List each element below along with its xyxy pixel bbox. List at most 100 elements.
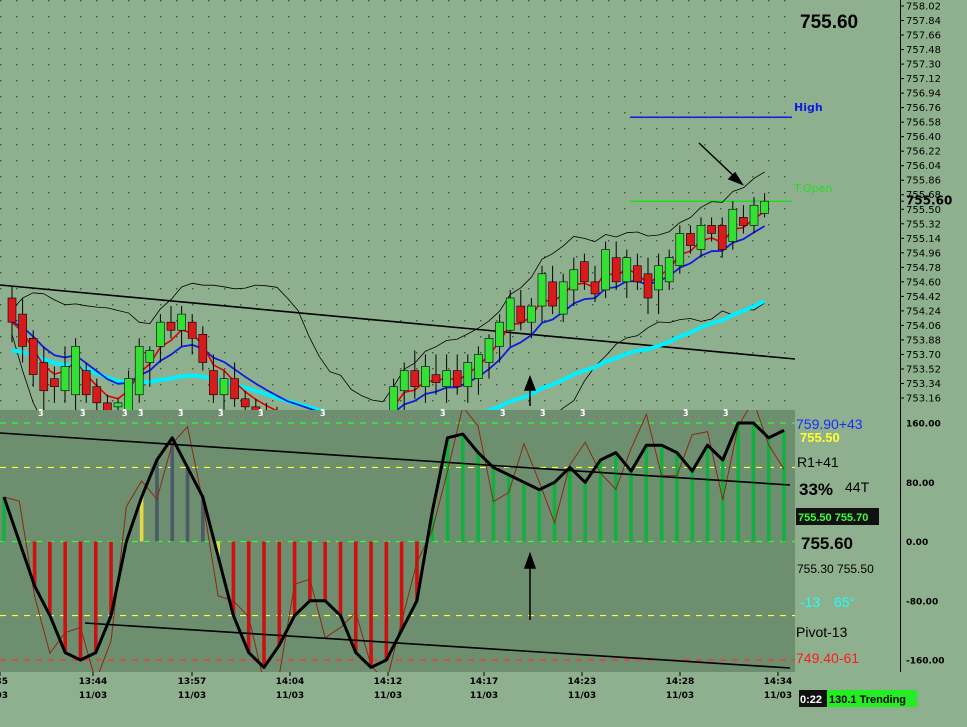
- candle-down: [103, 402, 112, 410]
- candle-up: [760, 200, 769, 214]
- cci-histogram-bar: [445, 437, 450, 542]
- bar-count-marker: 3: [540, 409, 546, 418]
- date-tick-label: 11/03: [79, 691, 107, 701]
- candle-up: [145, 350, 155, 363]
- status-time-box: [799, 690, 827, 707]
- candle-down: [39, 362, 49, 392]
- cci-histogram-bar: [629, 471, 633, 542]
- bar-count-marker: 3: [500, 409, 506, 418]
- last-price-header: 755.60: [800, 12, 858, 33]
- candle-down: [50, 378, 59, 388]
- price-tick-label: 756.58: [906, 118, 941, 129]
- price-tick-label: 753.16: [906, 394, 941, 405]
- candle-up: [124, 378, 133, 410]
- cci-histogram-bar: [659, 445, 664, 542]
- bidask-box: [796, 508, 879, 525]
- cci-histogram-bar: [705, 445, 710, 542]
- price-layer: 3 3 3 3 3 3 3 3 3 3 3 3 3 3: [0, 116, 795, 417]
- candle-down: [209, 370, 218, 396]
- cci-histogram-bar: [338, 541, 343, 616]
- cci-histogram-bar: [63, 541, 67, 653]
- candle-down: [548, 281, 557, 307]
- candle-down: [452, 370, 462, 388]
- time-tick-label: 14:12: [374, 677, 403, 687]
- date-tick-label: 11/03: [470, 691, 498, 701]
- status-mode-box: [827, 690, 917, 707]
- date-tick-label: 11/03: [666, 691, 694, 701]
- time-tick-label: 14:23: [568, 677, 597, 687]
- bar-count-marker: 3: [38, 408, 44, 417]
- time-tick-label: 14:04: [276, 677, 305, 687]
- cci-histogram-bar: [277, 541, 282, 646]
- cci-histogram-bar: [109, 541, 113, 616]
- candle-down: [707, 225, 716, 234]
- candle-down: [633, 265, 642, 283]
- candle-up: [558, 281, 568, 315]
- cci-histogram-bar: [690, 471, 695, 542]
- oscillator-layer: 3 3 3 3 3 3 3 3 3 3 3 3 3 3: [0, 409, 795, 672]
- r1-value: 759.90+43: [796, 416, 863, 432]
- candle-up: [696, 225, 706, 250]
- bar-count-marker: 3: [500, 408, 506, 417]
- candle-up: [675, 233, 685, 267]
- candle-down: [410, 370, 420, 388]
- cci-histogram-bar: [170, 437, 175, 542]
- r1-label: R1+41: [797, 454, 839, 470]
- time-tick-label: 14:17: [470, 677, 499, 687]
- date-tick-label: 11/03: [178, 691, 206, 701]
- osc-tick-label: -160.00: [906, 657, 944, 667]
- cci-histogram-bar: [262, 541, 266, 668]
- candle-down: [739, 217, 748, 226]
- candle-up: [219, 378, 229, 396]
- price-tick-label: 756.76: [906, 103, 941, 114]
- angle-degrees: 65°: [834, 594, 855, 610]
- cci-histogram-bar: [139, 497, 144, 542]
- price-tick-label: 755.32: [906, 219, 941, 230]
- price-axis: 758.02 757.84 757.66 757.48 757.30 757.12 756.…: [900, 2, 952, 405]
- cci-histogram-bar: [461, 434, 465, 542]
- r1-price: 755.50: [800, 430, 840, 445]
- candle-down: [717, 225, 727, 250]
- high-level-label: High: [794, 101, 823, 114]
- cci-histogram-bar: [384, 541, 389, 660]
- candle-down: [18, 313, 27, 347]
- candle-up: [156, 321, 165, 347]
- bar-count-marker: 3: [683, 409, 689, 418]
- candle-up: [113, 402, 123, 408]
- bar-count-marker: 3: [540, 408, 546, 417]
- price-tick-label: 757.30: [906, 60, 941, 71]
- date-tick-label: 11/03: [374, 691, 402, 701]
- cci-histogram-bar: [93, 541, 98, 653]
- price-trendline: [0, 284, 795, 360]
- candle-down: [611, 257, 621, 283]
- osc-tick-label: 0.00: [906, 538, 928, 548]
- bar-count-marker: 3: [122, 408, 128, 417]
- upper-band-line: [11, 171, 765, 403]
- candle-down: [240, 398, 250, 408]
- cci-histogram-bar: [48, 541, 52, 616]
- bar-count-marker: 3: [580, 409, 586, 418]
- price-tick-label: 753.70: [906, 350, 941, 361]
- cci-histogram-bar: [644, 445, 649, 542]
- cci-histogram-bar: [78, 541, 83, 660]
- candle-down: [686, 233, 695, 246]
- pivot-label: Pivot-13: [796, 624, 848, 640]
- bar-count-marker: 3: [80, 409, 86, 418]
- price-tick-label: 754.42: [906, 292, 941, 303]
- candle-up: [537, 273, 547, 307]
- candle-up: [505, 297, 515, 331]
- price-tick-label: 756.94: [906, 89, 941, 100]
- candle-up: [421, 366, 430, 388]
- price-tick-label: 755.50: [906, 205, 941, 216]
- candle-up: [728, 208, 738, 242]
- time-tick-label: 14:28: [666, 677, 695, 687]
- cci-histogram-bar: [369, 541, 373, 668]
- oscillator-axis: 160.00 80.00 0.00 -80.00 -160.00: [906, 420, 944, 667]
- bar-count-marker: 3: [80, 408, 86, 417]
- cci-histogram-bar: [598, 460, 603, 542]
- price-tick-label: 753.88: [906, 335, 941, 346]
- candle-up: [527, 305, 536, 323]
- bidask-value: 755.50 755.70: [798, 512, 868, 524]
- bar-count-marker: 3: [138, 409, 144, 418]
- bar-count-marker: 3: [440, 408, 446, 417]
